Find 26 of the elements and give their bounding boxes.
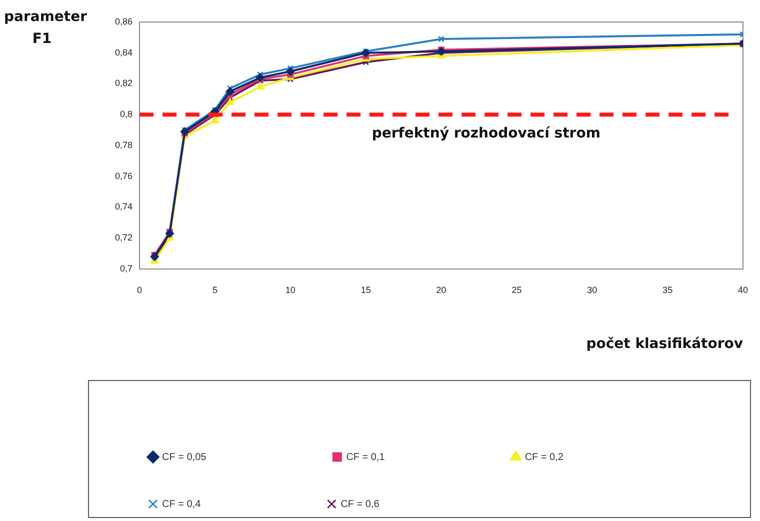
x-tick-label: 40 xyxy=(738,284,748,295)
x-tick-label: 5 xyxy=(212,284,218,295)
x-axis-title: počet klasifikátorov xyxy=(586,336,743,352)
x-tick-label: 35 xyxy=(662,284,673,295)
x-tick-label: 10 xyxy=(285,284,296,295)
x-tick-label: 0 xyxy=(137,284,142,295)
y-tick-label: 0,86 xyxy=(114,16,133,26)
legend-label: CF = 0,2 xyxy=(524,452,654,463)
y-tick-label: 0,8 xyxy=(120,109,133,120)
y-tick-label: 0,72 xyxy=(114,232,133,243)
y-tick-label: 0,84 xyxy=(114,47,133,58)
legend-label: CF = 0,4 xyxy=(162,498,291,510)
ref-line-label: perfektný rozhodovací strom xyxy=(372,125,600,142)
y-axis-title: parameter F1 xyxy=(4,8,87,49)
y-tick-label: 0,76 xyxy=(114,170,133,181)
x-tick-label: 25 xyxy=(512,284,522,295)
y-tick-label: 0,78 xyxy=(114,140,133,150)
x-tick-label: 15 xyxy=(360,284,371,295)
y-tick-label: 0,7 xyxy=(120,263,133,274)
legend-label: CF = 0,05 xyxy=(162,452,296,463)
x-tick-label: 20 xyxy=(436,284,446,295)
y-tick-label: 0,82 xyxy=(114,78,133,88)
x-tick-label: 30 xyxy=(587,284,598,295)
legend-label: CF = 0,6 xyxy=(340,498,470,510)
y-tick-label: 0,74 xyxy=(114,202,133,212)
legend-label: CF = 0,1 xyxy=(346,452,475,463)
